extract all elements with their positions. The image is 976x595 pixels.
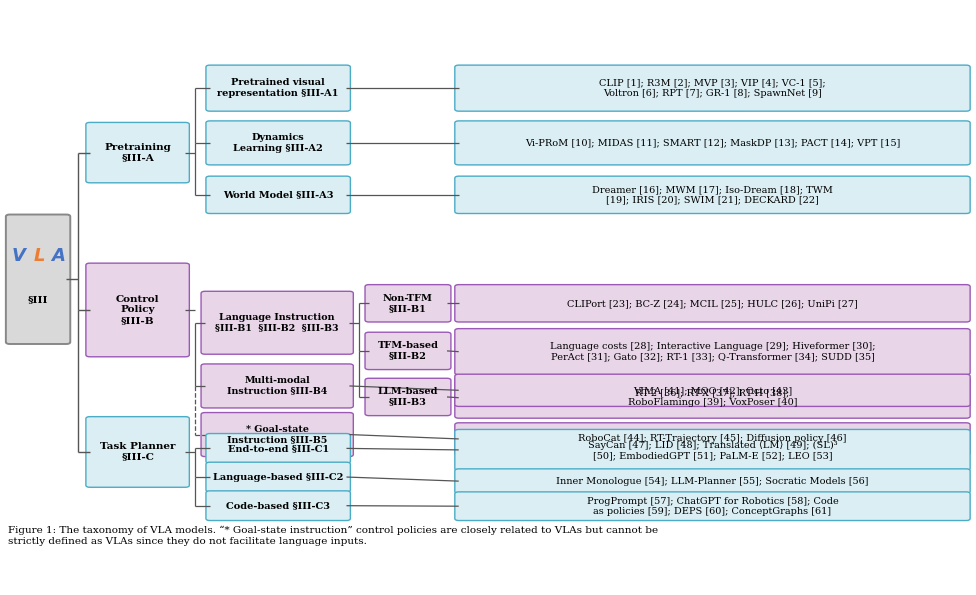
- Text: Dynamics
Learning §III-A2: Dynamics Learning §III-A2: [233, 133, 323, 152]
- Text: * Goal-state
Instruction §III-B5: * Goal-state Instruction §III-B5: [227, 425, 327, 444]
- Text: Control
Policy
§III-B: Control Policy §III-B: [116, 295, 159, 325]
- FancyBboxPatch shape: [206, 121, 350, 165]
- FancyBboxPatch shape: [206, 462, 350, 492]
- FancyBboxPatch shape: [455, 284, 970, 322]
- FancyBboxPatch shape: [206, 176, 350, 214]
- FancyBboxPatch shape: [86, 123, 189, 183]
- Text: World Model §III-A3: World Model §III-A3: [223, 190, 334, 199]
- FancyBboxPatch shape: [86, 263, 189, 357]
- FancyBboxPatch shape: [455, 492, 970, 521]
- FancyBboxPatch shape: [455, 469, 970, 493]
- FancyBboxPatch shape: [201, 412, 353, 456]
- FancyBboxPatch shape: [201, 364, 353, 408]
- Text: Multi-modal
Instruction §III-B4: Multi-modal Instruction §III-B4: [227, 376, 327, 396]
- Text: Language-based §III-C2: Language-based §III-C2: [213, 472, 344, 481]
- Text: CLIPort [23]; BC-Z [24]; MCIL [25]; HULC [26]; UniPi [27]: CLIPort [23]; BC-Z [24]; MCIL [25]; HULC…: [567, 299, 858, 308]
- Text: CLIP [1]; R3M [2]; MVP [3]; VIP [4]; VC-1 [5];
Voltron [6]; RPT [7]; GR-1 [8]; S: CLIP [1]; R3M [2]; MVP [3]; VIP [4]; VC-…: [599, 79, 826, 98]
- Text: Non-TFM
§III-B1: Non-TFM §III-B1: [383, 293, 433, 313]
- FancyBboxPatch shape: [365, 284, 451, 322]
- FancyBboxPatch shape: [201, 292, 353, 354]
- FancyBboxPatch shape: [365, 378, 451, 416]
- FancyBboxPatch shape: [206, 434, 350, 464]
- Text: §III: §III: [27, 295, 49, 304]
- Text: Task Planner
§III-C: Task Planner §III-C: [100, 442, 176, 462]
- Text: V: V: [12, 248, 25, 265]
- FancyBboxPatch shape: [455, 176, 970, 214]
- Text: Code-based §III-C3: Code-based §III-C3: [226, 501, 330, 510]
- Text: ProgPrompt [57]; ChatGPT for Robotics [58]; Code
as policies [59]; DEPS [60]; Co: ProgPrompt [57]; ChatGPT for Robotics [5…: [587, 496, 838, 516]
- FancyBboxPatch shape: [455, 328, 970, 375]
- FancyBboxPatch shape: [455, 121, 970, 165]
- Text: LLM-based
§III-B3: LLM-based §III-B3: [378, 387, 438, 406]
- Text: Inner Monologue [54]; LLM-Planner [55]; Socratic Models [56]: Inner Monologue [54]; LLM-Planner [55]; …: [556, 477, 869, 486]
- Text: TFM-based
§III-B2: TFM-based §III-B2: [378, 341, 438, 361]
- FancyBboxPatch shape: [455, 430, 970, 471]
- FancyBboxPatch shape: [455, 65, 970, 111]
- Text: Pretrained visual
representation §III-A1: Pretrained visual representation §III-A1: [218, 79, 339, 98]
- FancyBboxPatch shape: [6, 215, 70, 344]
- Text: A: A: [52, 248, 65, 265]
- Text: RoboCat [44]; RT-Trajectory [45]; Diffusion policy [46]: RoboCat [44]; RT-Trajectory [45]; Diffus…: [578, 434, 847, 443]
- Text: Language costs [28]; Interactive Language [29]; Hiveformer [30];
PerAct [31]; Ga: Language costs [28]; Interactive Languag…: [549, 342, 875, 361]
- Text: Pretraining
§III-A: Pretraining §III-A: [104, 143, 171, 162]
- Text: Dreamer [16]; MWM [17]; Iso-Dream [18]; TWM
[19]; IRIS [20]; SWIM [21]; DECKARD : Dreamer [16]; MWM [17]; Iso-Dream [18]; …: [592, 185, 833, 205]
- Text: RT-2 [36]; RT-X [37]; RT-H [38];
RoboFlamingo [39]; VoxPoser [40]: RT-2 [36]; RT-X [37]; RT-H [38]; RoboFla…: [628, 388, 797, 408]
- Text: L: L: [33, 248, 45, 265]
- Text: VIMA [41]; MOO [42]; Octo [43]: VIMA [41]; MOO [42]; Octo [43]: [632, 386, 793, 395]
- FancyBboxPatch shape: [206, 491, 350, 521]
- FancyBboxPatch shape: [455, 423, 970, 455]
- FancyBboxPatch shape: [455, 374, 970, 406]
- FancyBboxPatch shape: [365, 332, 451, 369]
- FancyBboxPatch shape: [86, 416, 189, 487]
- Text: Figure 1: The taxonomy of VLA models. “* Goal-state instruction” control policie: Figure 1: The taxonomy of VLA models. “*…: [8, 526, 658, 546]
- Text: Vi-PRoM [10]; MIDAS [11]; SMART [12]; MaskDP [13]; PACT [14]; VPT [15]: Vi-PRoM [10]; MIDAS [11]; SMART [12]; Ma…: [525, 139, 900, 148]
- Text: End-to-end §III-C1: End-to-end §III-C1: [227, 444, 329, 453]
- Text: SayCan [47]; LID [48]; Translated ⟨LM⟩ [49]; (SL)³
[50]; EmbodiedGPT [51]; PaLM-: SayCan [47]; LID [48]; Translated ⟨LM⟩ […: [588, 440, 837, 460]
- FancyBboxPatch shape: [206, 65, 350, 111]
- FancyBboxPatch shape: [455, 377, 970, 418]
- Text: Language Instruction
§III-B1  §III-B2  §III-B3: Language Instruction §III-B1 §III-B2 §II…: [216, 313, 339, 333]
